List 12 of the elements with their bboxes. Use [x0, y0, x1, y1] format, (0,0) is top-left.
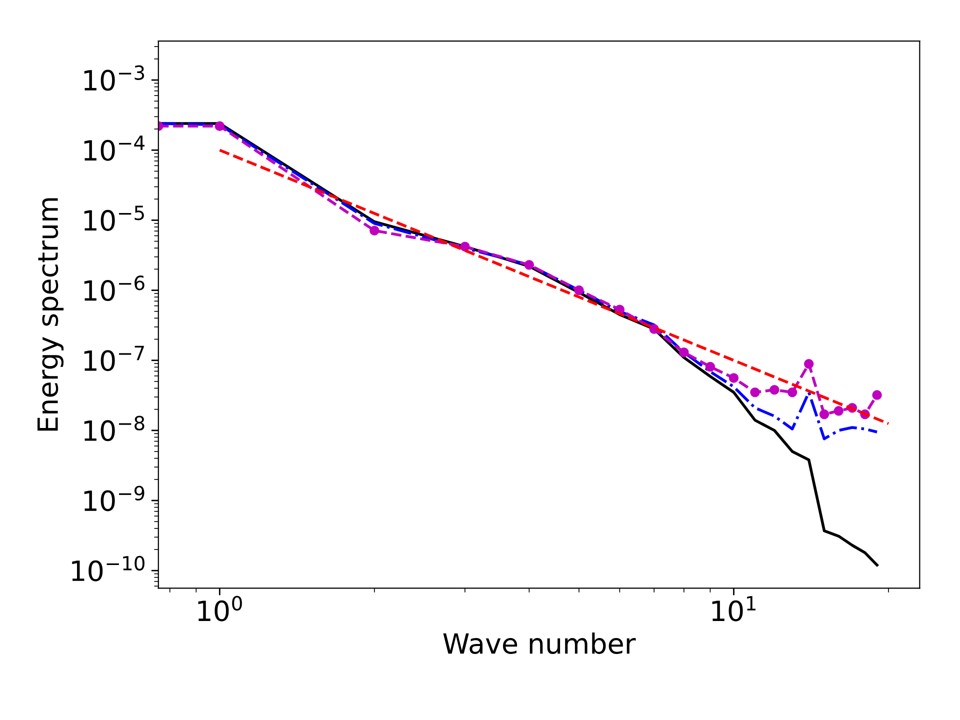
- y-tick-label: 10$^{−7}$: [84, 346, 144, 372]
- y-tick-label: 10$^{−10}$: [72, 556, 144, 582]
- y-tick-label: 10$^{−4}$: [84, 136, 144, 161]
- y-tick-label: 10$^{−6}$: [84, 276, 144, 302]
- y-axis-title: Energy spectrum: [38, 198, 64, 431]
- y-tick-label: 10$^{−9}$: [84, 486, 144, 512]
- x-tick-label: 10$^{0}$: [198, 596, 242, 622]
- x-tick-label: 10$^{1}$: [712, 596, 756, 622]
- y-tick-label: 10$^{−3}$: [84, 65, 144, 91]
- y-tick-label: 10$^{−5}$: [84, 206, 144, 231]
- x-axis-title: Wave number: [443, 632, 636, 654]
- y-tick-label: 10$^{−8}$: [84, 416, 144, 442]
